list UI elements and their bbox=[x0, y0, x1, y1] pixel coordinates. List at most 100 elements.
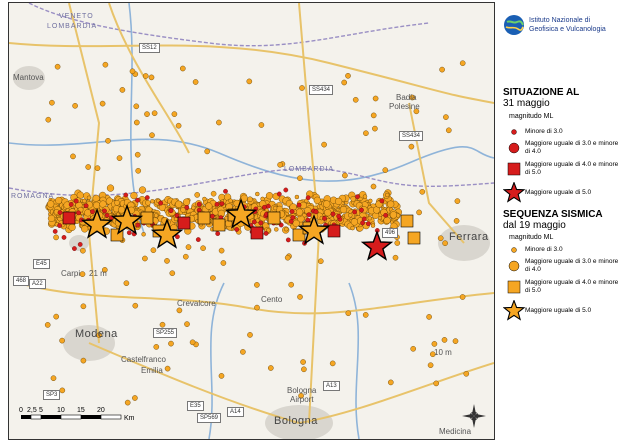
epicenter-sequence bbox=[298, 392, 304, 399]
epicenter-sequence bbox=[363, 130, 369, 136]
legend-sequence-title-line2: dal 19 maggio bbox=[503, 220, 566, 231]
epicenter-sequence bbox=[80, 247, 86, 254]
epicenter-sequence bbox=[200, 245, 206, 251]
epicenter-today bbox=[215, 231, 221, 236]
epicenter-sequence bbox=[80, 357, 87, 364]
epicenter-sequence bbox=[392, 254, 399, 261]
epicenter-sequence bbox=[47, 200, 55, 208]
epicenter-today bbox=[352, 209, 357, 215]
epicenter-sequence bbox=[284, 226, 289, 232]
epicenter-today bbox=[168, 208, 174, 214]
place-badia-line1: Badia bbox=[396, 93, 417, 102]
place-ferrara: Ferrara bbox=[449, 231, 489, 243]
epicenter-today bbox=[223, 188, 228, 194]
epicenter-sequence bbox=[210, 275, 216, 281]
epicenter-sequence bbox=[49, 99, 55, 106]
institute-name-line2: Geofisica e Vulcanologia bbox=[529, 26, 606, 33]
epicenter-sequence bbox=[345, 73, 351, 79]
epicenter-sequence bbox=[105, 137, 111, 144]
epicenter-sequence bbox=[419, 188, 426, 195]
small-circle-symbol-icon bbox=[503, 241, 525, 259]
small-circle-symbol-icon bbox=[503, 123, 525, 141]
map-canvas bbox=[9, 3, 494, 439]
epicenter-square bbox=[267, 211, 281, 225]
epicenter-sequence bbox=[106, 184, 115, 192]
epicenter-sequence bbox=[53, 234, 59, 241]
road-label: SP3 bbox=[43, 390, 61, 400]
epicenter-today bbox=[102, 208, 107, 214]
epicenter-today bbox=[258, 220, 264, 226]
epicenter-sequence bbox=[240, 349, 246, 355]
epicenter-sequence bbox=[202, 196, 207, 202]
legend-item-label: Maggiore uguale di 5.0 bbox=[525, 307, 592, 314]
epicenter-today bbox=[144, 195, 150, 200]
epicenter-today bbox=[77, 242, 83, 247]
epicenter-sequence bbox=[382, 167, 389, 173]
epicenter-sequence bbox=[335, 197, 343, 206]
epicenter-sequence bbox=[153, 213, 159, 218]
epicenter-star bbox=[360, 229, 394, 261]
epicenter-today bbox=[285, 237, 291, 243]
epicenter-sequence bbox=[247, 332, 253, 338]
epicenter-today bbox=[126, 230, 132, 236]
road-label: SS12 bbox=[139, 43, 160, 53]
epicenter-sequence bbox=[164, 365, 171, 372]
epicenter-sequence bbox=[274, 227, 279, 232]
epicenter-sequence bbox=[362, 312, 369, 318]
epicenter-sequence bbox=[339, 206, 348, 214]
epicenter-sequence bbox=[130, 192, 138, 200]
road-label: SS434 bbox=[309, 85, 334, 95]
epicenter-sequence bbox=[182, 198, 191, 206]
epicenter-today bbox=[61, 235, 67, 240]
epicenter-sequence bbox=[437, 235, 444, 241]
epicenter-sequence bbox=[191, 205, 196, 211]
scale-tick: 10 bbox=[57, 407, 65, 414]
epicenter-sequence bbox=[324, 209, 332, 217]
epicenter-sequence bbox=[427, 362, 434, 369]
epicenter-star bbox=[110, 203, 144, 235]
epicenter-sequence bbox=[321, 141, 327, 148]
epicenter-sequence bbox=[47, 214, 56, 223]
epicenter-sequence bbox=[299, 85, 305, 91]
epicenter-sequence bbox=[119, 87, 126, 93]
legend-item: Minore di 3.0 bbox=[503, 241, 620, 259]
legend-item: Maggiore uguale di 4.0 e minore di 5.0 bbox=[503, 278, 620, 296]
epicenter-today bbox=[90, 209, 95, 215]
legend-item: Maggiore uguale di 5.0 bbox=[503, 182, 620, 203]
epicenter-sequence bbox=[102, 267, 108, 273]
place-carpi-height: 21 m bbox=[89, 269, 107, 278]
epicenter-sequence bbox=[416, 209, 422, 216]
epicenter-sequence bbox=[445, 127, 452, 134]
epicenter-today bbox=[330, 211, 336, 217]
square-symbol-icon bbox=[503, 160, 525, 178]
epicenter-sequence bbox=[171, 111, 178, 117]
epicenter-sequence bbox=[94, 165, 101, 171]
epicenter-sequence bbox=[116, 155, 123, 161]
epicenter-sequence bbox=[352, 97, 359, 103]
epicenter-sequence bbox=[180, 207, 186, 213]
epicenter-today bbox=[366, 221, 371, 227]
epicenter-sequence bbox=[383, 216, 391, 225]
place-badia-line2: Polesine bbox=[389, 102, 420, 111]
star-symbol-icon bbox=[503, 300, 525, 321]
epicenter-sequence bbox=[408, 143, 415, 150]
epicenter-sequence bbox=[441, 337, 448, 343]
epicenter-sequence bbox=[297, 175, 303, 181]
legend-item: Maggiore uguale di 3.0 e minore di 4.0 bbox=[503, 257, 620, 275]
epicenter-sequence bbox=[255, 191, 260, 197]
epicenter-sequence bbox=[409, 94, 416, 101]
road-label: SP255 bbox=[153, 328, 178, 338]
epicenter-today bbox=[135, 197, 140, 203]
place-height-10m: 10 m bbox=[434, 348, 452, 357]
epicenter-sequence bbox=[317, 258, 324, 265]
place-mantova: Mantova bbox=[13, 73, 44, 82]
large-circle-symbol-icon bbox=[503, 139, 525, 157]
epicenter-today bbox=[379, 198, 385, 204]
legend-item-label: Maggiore uguale di 4.0 e minore di 5.0 bbox=[525, 279, 619, 294]
legend-today-title-line2: 31 maggio bbox=[503, 98, 550, 109]
epicenter-sequence bbox=[370, 223, 376, 228]
epicenter-sequence bbox=[433, 380, 440, 387]
epicenter-sequence bbox=[463, 370, 470, 377]
legend-item-label: Maggiore uguale di 5.0 bbox=[525, 189, 592, 196]
epicenter-sequence bbox=[459, 294, 466, 300]
